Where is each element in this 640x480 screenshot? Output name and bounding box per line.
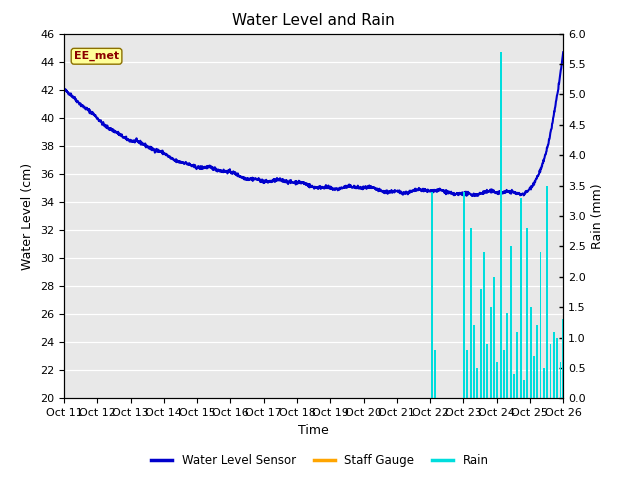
Y-axis label: Rain (mm): Rain (mm) xyxy=(591,183,604,249)
Bar xyxy=(503,350,505,398)
Bar xyxy=(550,344,552,398)
Bar xyxy=(513,374,515,398)
Bar xyxy=(493,277,495,398)
Bar xyxy=(431,192,433,398)
Text: EE_met: EE_met xyxy=(74,51,119,61)
Bar xyxy=(536,325,538,398)
Y-axis label: Water Level (cm): Water Level (cm) xyxy=(22,162,35,270)
Bar xyxy=(483,252,485,398)
Bar xyxy=(486,344,488,398)
Bar xyxy=(506,313,508,398)
Bar xyxy=(497,362,498,398)
Bar xyxy=(523,380,525,398)
Title: Water Level and Rain: Water Level and Rain xyxy=(232,13,395,28)
Bar xyxy=(556,337,558,398)
Bar xyxy=(520,198,522,398)
Bar xyxy=(434,350,436,398)
Bar xyxy=(473,325,475,398)
Bar xyxy=(516,332,518,398)
Legend: Water Level Sensor, Staff Gauge, Rain: Water Level Sensor, Staff Gauge, Rain xyxy=(147,449,493,472)
Bar xyxy=(526,228,528,398)
Bar xyxy=(559,362,561,398)
Bar xyxy=(480,289,481,398)
Bar xyxy=(543,368,545,398)
X-axis label: Time: Time xyxy=(298,424,329,437)
Bar xyxy=(463,192,465,398)
Bar xyxy=(470,228,472,398)
Bar xyxy=(547,186,548,398)
Bar xyxy=(490,307,492,398)
Bar xyxy=(467,350,468,398)
Bar xyxy=(553,332,555,398)
Bar xyxy=(500,52,502,398)
Bar xyxy=(533,356,535,398)
Bar xyxy=(530,307,531,398)
Bar xyxy=(476,368,478,398)
Bar xyxy=(509,246,511,398)
Bar xyxy=(540,252,541,398)
Bar xyxy=(563,319,564,398)
